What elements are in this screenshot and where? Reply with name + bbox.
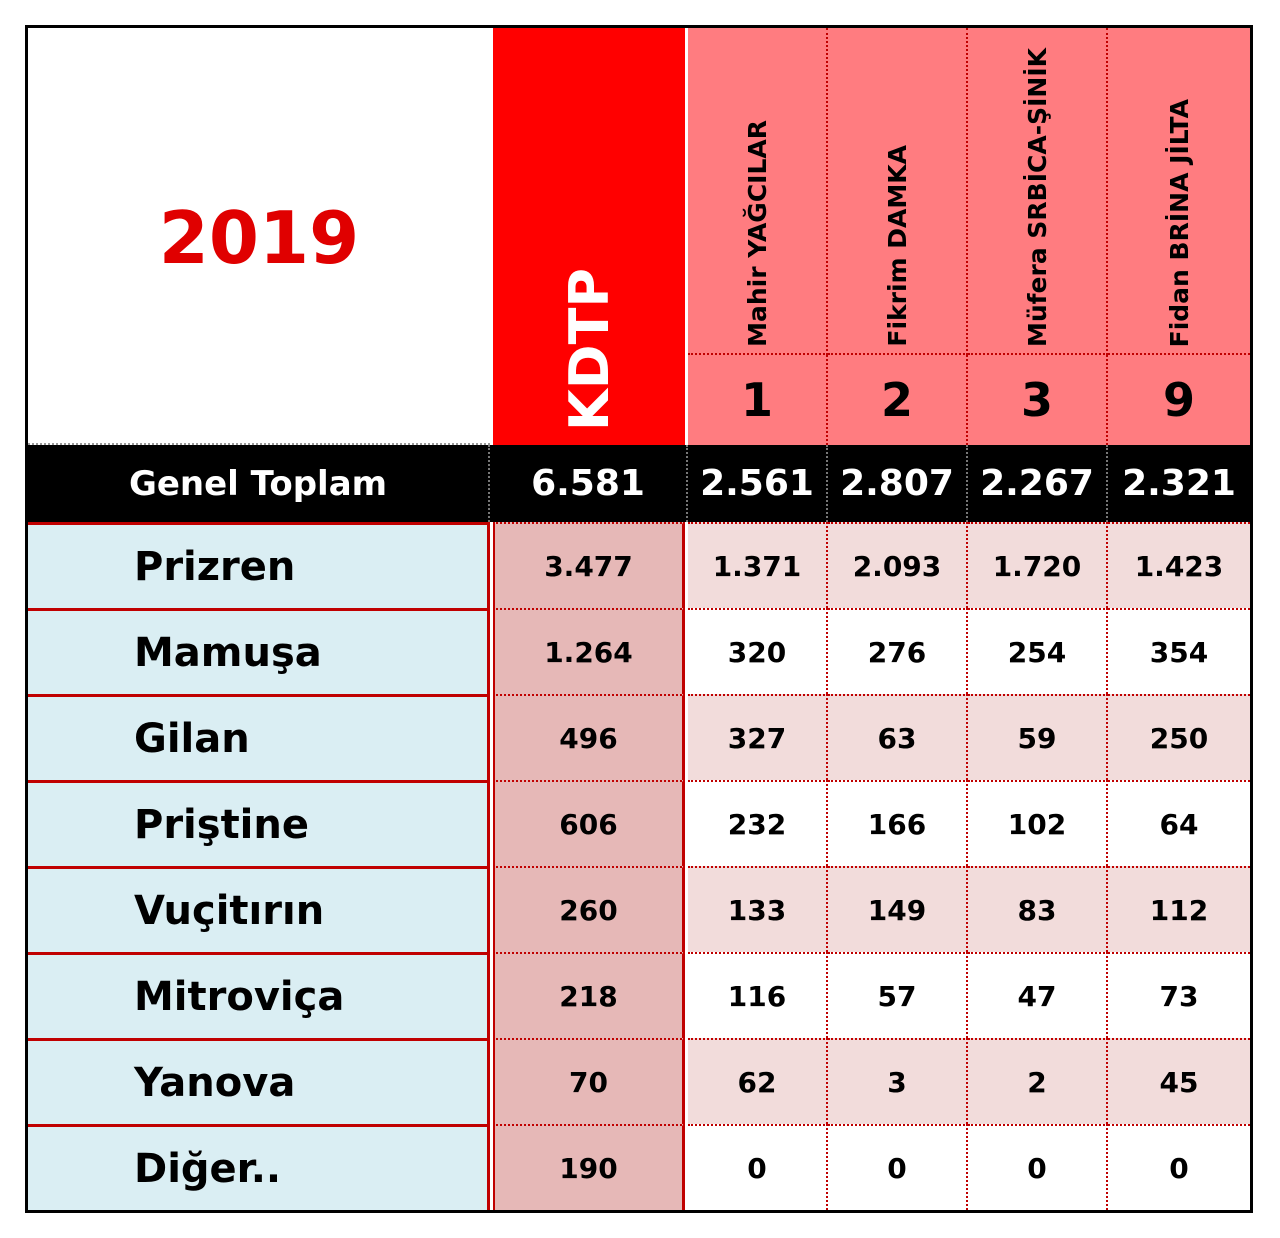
candidate-name: Müfera SRBİCA-ŞİNİK: [968, 28, 1108, 355]
candidate-number: 3: [968, 355, 1108, 445]
candidate-value: 3: [828, 1038, 968, 1124]
party-value: 218: [493, 952, 685, 1038]
candidate-value: 250: [1108, 694, 1250, 780]
candidate-value: 0: [688, 1124, 828, 1210]
candidate-number: 1: [688, 355, 828, 445]
candidate-value: 116: [688, 952, 828, 1038]
row-label: Prizren: [28, 522, 490, 608]
total-value: 2.807: [828, 445, 968, 522]
party-value: 70: [493, 1038, 685, 1124]
party-value: 606: [493, 780, 685, 866]
party-header-text: KDTP: [557, 267, 621, 431]
total-value: 2.267: [968, 445, 1108, 522]
candidate-value: 0: [968, 1124, 1108, 1210]
candidate-value: 59: [968, 694, 1108, 780]
row-label: Mitroviça: [28, 952, 490, 1038]
candidate-name-text: Fidan BRİNA JİLTA: [1164, 98, 1194, 347]
row-label: Mamuşa: [28, 608, 490, 694]
candidate-value: 45: [1108, 1038, 1250, 1124]
total-label: Genel Toplam: [28, 445, 490, 522]
candidate-name-text: Mahir YAĞCILAR: [742, 120, 772, 347]
candidate-value: 57: [828, 952, 968, 1038]
candidate-value: 62: [688, 1038, 828, 1124]
party-value: 496: [493, 694, 685, 780]
candidate-value: 102: [968, 780, 1108, 866]
party-value: 190: [493, 1124, 685, 1210]
candidate-value: 1.423: [1108, 522, 1250, 608]
candidate-value: 276: [828, 608, 968, 694]
party-value: 260: [493, 866, 685, 952]
total-value: 2.321: [1108, 445, 1250, 522]
candidate-value: 0: [1108, 1124, 1250, 1210]
candidate-value: 232: [688, 780, 828, 866]
candidate-value: 133: [688, 866, 828, 952]
candidate-value: 0: [828, 1124, 968, 1210]
row-label: Priştine: [28, 780, 490, 866]
candidate-value: 2: [968, 1038, 1108, 1124]
row-label: Diğer..: [28, 1124, 490, 1210]
candidate-name: Mahir YAĞCILAR: [688, 28, 828, 355]
party-value: 3.477: [493, 522, 685, 608]
candidate-value: 2.093: [828, 522, 968, 608]
row-label: Yanova: [28, 1038, 490, 1124]
candidate-name: Fidan BRİNA JİLTA: [1108, 28, 1250, 355]
candidate-value: 354: [1108, 608, 1250, 694]
candidate-value: 254: [968, 608, 1108, 694]
candidate-value: 1.720: [968, 522, 1108, 608]
candidate-value: 47: [968, 952, 1108, 1038]
candidate-value: 327: [688, 694, 828, 780]
party-value: 1.264: [493, 608, 685, 694]
candidate-value: 83: [968, 866, 1108, 952]
candidate-number: 2: [828, 355, 968, 445]
row-label: Vuçitırın: [28, 866, 490, 952]
total-value: 2.561: [688, 445, 828, 522]
candidate-value: 149: [828, 866, 968, 952]
candidate-value: 166: [828, 780, 968, 866]
row-label: Gilan: [28, 694, 490, 780]
candidate-name-text: Müfera SRBİCA-ŞİNİK: [1022, 48, 1052, 347]
candidate-value: 64: [1108, 780, 1250, 866]
candidate-name: Fikrim DAMKA: [828, 28, 968, 355]
candidate-number: 9: [1108, 355, 1250, 445]
candidate-value: 63: [828, 694, 968, 780]
candidate-value: 112: [1108, 866, 1250, 952]
candidate-value: 73: [1108, 952, 1250, 1038]
party-header: KDTP: [493, 28, 685, 445]
title: 2019: [28, 28, 490, 445]
candidate-value: 320: [688, 608, 828, 694]
candidate-name-text: Fikrim DAMKA: [882, 145, 912, 347]
total-party: 6.581: [490, 445, 688, 522]
candidate-value: 1.371: [688, 522, 828, 608]
